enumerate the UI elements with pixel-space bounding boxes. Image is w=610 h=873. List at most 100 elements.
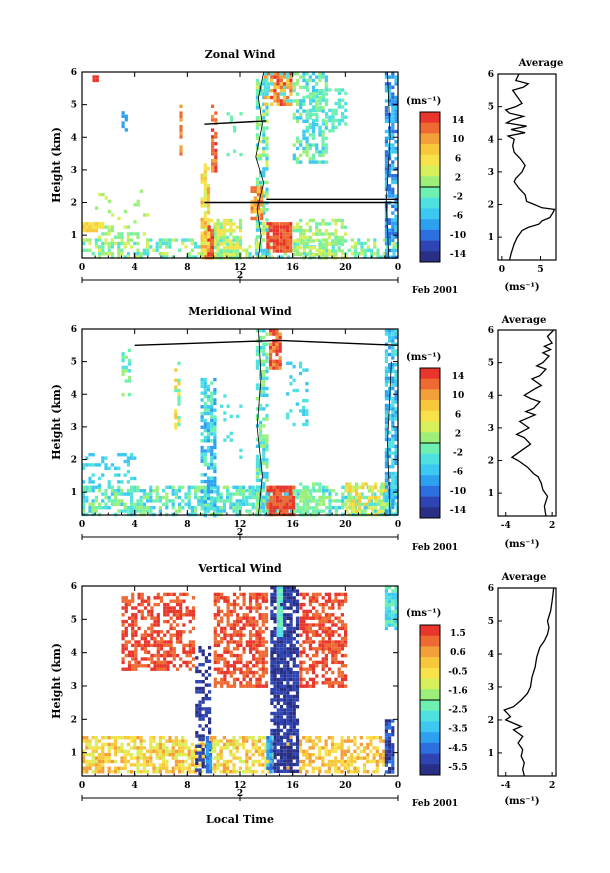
heatmap-cell [289, 586, 293, 590]
heatmap-cell [198, 707, 202, 711]
heatmap-cell [318, 643, 322, 648]
heatmap-cell [308, 143, 312, 147]
heatmap-cell [216, 623, 221, 627]
heatmap-cell [318, 485, 322, 490]
heatmap-cell [302, 239, 306, 243]
heatmap-cell [239, 112, 243, 116]
heatmap-cell [321, 619, 325, 624]
heatmap-cell [245, 684, 249, 688]
heatmap-cell [107, 466, 111, 470]
heatmap-cell [279, 222, 283, 226]
heatmap-cell [264, 502, 268, 506]
heatmap-cell [137, 643, 141, 648]
heatmap-cell [276, 613, 281, 617]
heatmap-cell [334, 660, 338, 665]
colorbar-swatch [420, 176, 440, 188]
heatmap-cell [94, 463, 98, 467]
heatmap-cell [302, 623, 306, 627]
heatmap-cell [226, 246, 230, 250]
heatmap-cell [262, 238, 266, 242]
heatmap-cell [219, 248, 223, 252]
heatmap-cell [279, 102, 283, 106]
heatmap-cell [305, 763, 309, 767]
heatmap-cell [169, 592, 173, 597]
heatmap-cell [264, 650, 269, 654]
heatmap-cell [203, 502, 207, 506]
heatmap-cell [258, 674, 262, 678]
heatmap-cell [308, 239, 312, 243]
heatmap-cell [394, 109, 398, 113]
heatmap-cell [254, 742, 258, 747]
heatmap-cell [265, 386, 269, 391]
heatmap-cell [126, 506, 130, 510]
heatmap-cell [179, 633, 183, 637]
heatmap-cell [256, 189, 261, 193]
heatmap-cell [311, 766, 315, 770]
heatmap-cell [163, 633, 167, 637]
heatmap-cell [318, 756, 322, 760]
heatmap-cell [321, 129, 325, 134]
heatmap-cell [269, 359, 273, 363]
heatmap-cell [362, 746, 367, 750]
heatmap-cell [253, 206, 257, 210]
heatmap-cell [311, 506, 316, 510]
heatmap-cell [344, 599, 348, 603]
heatmap-cell [187, 485, 191, 489]
heatmap-cell [325, 98, 329, 102]
heatmap-cell [209, 766, 213, 770]
heatmap-cell [232, 485, 236, 489]
heatmap-cell [286, 728, 290, 733]
heatmap-cell [256, 206, 261, 210]
heatmap-cell [226, 218, 230, 223]
heatmap-cell [121, 365, 125, 370]
heatmap-cell [318, 106, 322, 110]
heatmap-cell [305, 252, 309, 257]
heatmap-cell [308, 160, 312, 164]
heatmap-cell [315, 102, 319, 106]
heatmap-cell [286, 711, 290, 716]
heatmap-cell [330, 763, 335, 767]
heatmap-cell [226, 681, 230, 685]
heatmap-cell [394, 407, 398, 411]
heatmap-cell [223, 411, 227, 415]
heatmap-cell [203, 411, 207, 416]
heatmap-cell [388, 454, 392, 459]
heatmap-cell [178, 248, 182, 252]
heatmap-cell [197, 245, 201, 249]
heatmap-cell [222, 742, 226, 747]
heatmap-cell [346, 756, 351, 760]
heatmap-cell [110, 238, 114, 242]
heatmap-cell [98, 225, 102, 229]
heatmap-cell [181, 241, 185, 246]
heatmap-cell [98, 756, 102, 760]
heatmap-cell [178, 770, 182, 774]
heatmap-cell [140, 657, 144, 661]
heatmap-cell [130, 502, 134, 506]
heatmap-cell [198, 744, 202, 748]
heatmap-cell [324, 749, 328, 753]
heatmap-cell [295, 609, 300, 614]
heatmap-cell [302, 85, 306, 89]
heatmap-cell [305, 753, 309, 757]
heatmap-cell [276, 681, 280, 685]
heatmap-cell [94, 749, 98, 753]
heatmap-cell [273, 643, 277, 648]
heatmap-cell [265, 92, 269, 96]
heatmap-cell [311, 85, 316, 89]
heatmap-cell [209, 753, 213, 757]
heatmap-cell [292, 715, 296, 719]
heatmap-cell [219, 238, 223, 242]
heatmap-cell [158, 749, 162, 753]
heatmap-cell [384, 420, 388, 425]
heatmap-cell [242, 495, 246, 500]
heatmap-cell [133, 746, 137, 750]
heatmap-cell [216, 766, 220, 770]
heatmap-cell [235, 239, 239, 243]
heatmap-cell [252, 596, 256, 600]
heatmap-cell [279, 667, 284, 671]
heatmap-cell [248, 766, 252, 770]
heatmap-cell [178, 739, 182, 743]
heatmap-cell [376, 502, 380, 506]
heatmap-cell [198, 724, 202, 728]
heatmap-cell [394, 335, 398, 340]
